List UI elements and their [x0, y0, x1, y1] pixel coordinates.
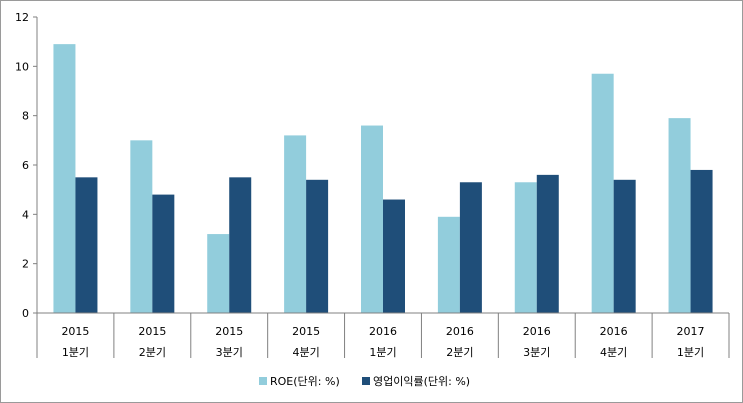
legend-swatch-operating-margin	[362, 377, 370, 385]
x-label-quarter: 1분기	[369, 346, 396, 359]
bar-operating-margin	[690, 169, 713, 313]
bar-roe	[514, 182, 537, 313]
y-tick-label: 6	[22, 159, 29, 172]
bar-operating-margin	[229, 177, 252, 313]
bar-roe	[130, 140, 153, 313]
y-tick-label: 2	[22, 258, 29, 271]
bar-roe	[284, 135, 307, 313]
x-label-quarter: 1분기	[677, 346, 704, 359]
x-label-quarter: 4분기	[600, 346, 627, 359]
x-label-quarter: 4분기	[292, 346, 319, 359]
x-label-quarter: 3분기	[216, 346, 243, 359]
x-label-year: 2016	[600, 325, 628, 338]
legend-swatch-roe	[259, 377, 267, 385]
bar-roe	[591, 73, 614, 313]
bar-roe	[668, 118, 691, 313]
y-tick-label: 12	[15, 11, 29, 24]
bar-operating-margin	[75, 177, 98, 313]
x-label-quarter: 2분기	[446, 346, 473, 359]
y-axis-ticks: 0 2 4 6 8 10 12	[15, 11, 37, 320]
y-tick-label: 10	[15, 60, 29, 73]
x-label-year: 2016	[369, 325, 397, 338]
bar-operating-margin	[383, 199, 405, 313]
x-label-quarter: 2분기	[139, 346, 166, 359]
x-label-quarter: 3분기	[523, 346, 550, 359]
x-label-year: 2016	[446, 325, 474, 338]
bar-roe	[53, 44, 76, 314]
legend-label-roe: ROE(단위: %)	[270, 375, 340, 388]
bar-operating-margin	[536, 174, 559, 313]
axes	[36, 17, 730, 358]
bar-operating-margin	[152, 194, 175, 313]
bar-operating-margin	[613, 179, 636, 313]
x-label-year: 2016	[523, 325, 551, 338]
x-label-year: 2015	[138, 325, 166, 338]
bar-operating-margin	[459, 182, 482, 313]
bar-series	[53, 44, 713, 314]
bar-roe	[437, 216, 460, 313]
x-label-year: 2017	[677, 325, 705, 338]
y-tick-label: 8	[22, 110, 29, 123]
bar-roe	[207, 234, 230, 313]
legend: ROE(단위: %) 영업이익률(단위: %)	[259, 375, 470, 388]
legend-label-operating-margin: 영업이익률(단위: %)	[373, 375, 470, 388]
y-tick-label: 0	[22, 307, 29, 320]
bar-operating-margin	[306, 179, 329, 313]
y-tick-label: 4	[22, 208, 29, 221]
bar-roe	[361, 125, 383, 314]
x-label-quarter: 1분기	[62, 346, 89, 359]
x-label-year: 2015	[292, 325, 320, 338]
x-label-year: 2015	[215, 325, 243, 338]
x-axis-labels: 2015 1분기 2015 2분기 2015 3분기 2015 4분기 2016 1분기 2016 2…	[61, 325, 704, 359]
x-label-year: 2015	[61, 325, 89, 338]
